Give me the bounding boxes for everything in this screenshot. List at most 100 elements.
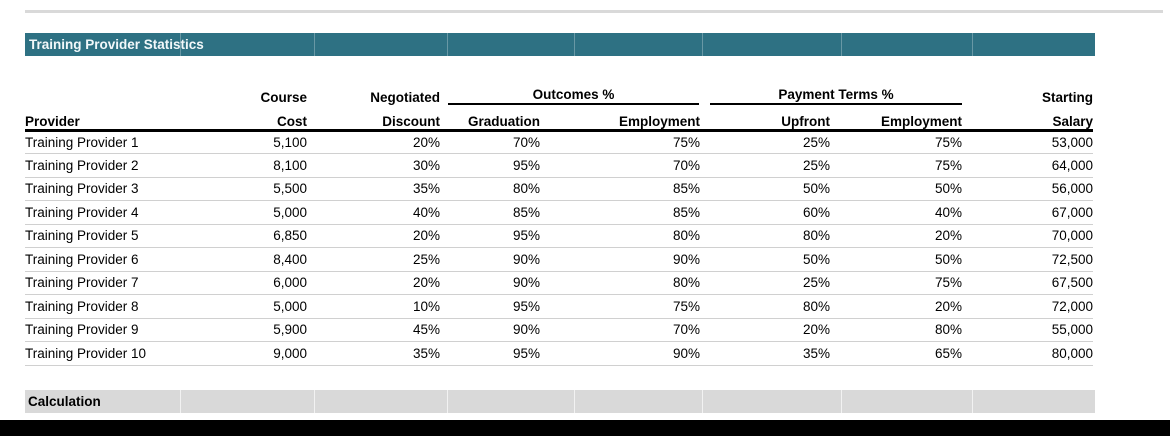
cell-starting-salary[interactable]: 55,000 [962,318,1093,342]
cell-upfront[interactable]: 25% [700,153,830,178]
cell-employment-outcomes[interactable]: 90% [540,247,700,272]
cell-graduation[interactable]: 95% [440,294,540,319]
calculation-bar[interactable]: Calculation [25,390,1095,413]
header-employment-outcomes[interactable]: Employment [540,105,700,132]
cell-provider[interactable]: Training Provider 8 [25,294,205,319]
header-course-line2[interactable]: Cost [205,105,307,132]
cell-employment-payment[interactable]: 75% [830,271,962,295]
cell-negotiated-discount[interactable]: 40% [307,200,440,225]
cell-graduation[interactable]: 90% [440,271,540,295]
cell-negotiated-discount[interactable]: 20% [307,130,440,154]
cell-course-cost[interactable]: 8,400 [205,247,307,272]
cell-graduation[interactable]: 90% [440,318,540,342]
cell-course-cost[interactable]: 5,900 [205,318,307,342]
cell-negotiated-discount[interactable]: 35% [307,177,440,201]
header-group-payment-terms[interactable]: Payment Terms % [700,81,962,105]
header-upfront[interactable]: Upfront [700,105,830,132]
cell-upfront[interactable]: 80% [700,224,830,248]
cell-employment-outcomes[interactable]: 80% [540,224,700,248]
header-group-outcomes[interactable]: Outcomes % [440,81,700,105]
cell-course-cost[interactable]: 9,000 [205,341,307,366]
header-salary-line1[interactable]: Starting [1041,90,1093,105]
cell-upfront[interactable]: 25% [700,130,830,154]
cell-course-cost[interactable]: 5,500 [205,177,307,201]
cell-graduation[interactable]: 70% [440,130,540,154]
cell-upfront[interactable]: 50% [700,247,830,272]
statistics-title-bar[interactable]: Training Provider Statistics [25,33,1095,56]
cell-negotiated-discount[interactable]: 20% [307,271,440,295]
cell-employment-payment[interactable]: 80% [830,318,962,342]
cell-course-cost[interactable]: 5,000 [205,294,307,319]
cell-divider [702,33,703,56]
cell-provider[interactable]: Training Provider 9 [25,318,205,342]
cell-upfront[interactable]: 25% [700,271,830,295]
cell-starting-salary[interactable]: 64,000 [962,153,1093,178]
cell-graduation[interactable]: 95% [440,224,540,248]
cell-employment-outcomes[interactable]: 90% [540,341,700,366]
cell-course-cost[interactable]: 5,000 [205,200,307,225]
cell-employment-payment[interactable]: 50% [830,247,962,272]
cell-negotiated-discount[interactable]: 10% [307,294,440,319]
cell-starting-salary[interactable]: 70,000 [962,224,1093,248]
cell-upfront[interactable]: 80% [700,294,830,319]
cell-graduation[interactable]: 85% [440,200,540,225]
cell-employment-payment[interactable]: 65% [830,341,962,366]
cell-negotiated-discount[interactable]: 30% [307,153,440,178]
cell-employment-payment[interactable]: 50% [830,177,962,201]
cell-provider[interactable]: Training Provider 3 [25,177,205,201]
cell-course-cost[interactable]: 6,000 [205,271,307,295]
table-row: Training Provider 9 5,900 45% 90% 70% 20… [25,318,1093,342]
cell-graduation[interactable]: 95% [440,153,540,178]
cell-course-cost[interactable]: 8,100 [205,153,307,178]
cell-graduation[interactable]: 90% [440,247,540,272]
cell-employment-outcomes[interactable]: 70% [540,318,700,342]
cell-employment-payment[interactable]: 40% [830,200,962,225]
cell-divider [447,390,448,413]
cell-provider[interactable]: Training Provider 2 [25,153,205,178]
cell-employment-outcomes[interactable]: 85% [540,177,700,201]
cell-negotiated-discount[interactable]: 45% [307,318,440,342]
header-employment-payment[interactable]: Employment [830,105,962,132]
cell-upfront[interactable]: 20% [700,318,830,342]
cell-course-cost[interactable]: 5,100 [205,130,307,154]
cell-starting-salary[interactable]: 56,000 [962,177,1093,201]
cell-provider[interactable]: Training Provider 6 [25,247,205,272]
header-provider[interactable]: Provider [25,105,205,132]
cell-negotiated-discount[interactable]: 20% [307,224,440,248]
cell-employment-payment[interactable]: 75% [830,130,962,154]
header-discount-line1[interactable]: Negotiated [370,90,440,105]
header-discount-line2[interactable]: Discount [307,105,440,132]
cell-employment-outcomes[interactable]: 85% [540,200,700,225]
cell-employment-payment[interactable]: 20% [830,224,962,248]
cell-employment-payment[interactable]: 20% [830,294,962,319]
cell-provider[interactable]: Training Provider 5 [25,224,205,248]
header-course-line1[interactable]: Course [260,90,307,105]
cell-starting-salary[interactable]: 72,500 [962,247,1093,272]
cell-provider[interactable]: Training Provider 7 [25,271,205,295]
cell-employment-outcomes[interactable]: 75% [540,294,700,319]
cell-upfront[interactable]: 50% [700,177,830,201]
cell-provider[interactable]: Training Provider 10 [25,341,205,366]
cell-starting-salary[interactable]: 80,000 [962,341,1093,366]
cell-negotiated-discount[interactable]: 25% [307,247,440,272]
cell-starting-salary[interactable]: 53,000 [962,130,1093,154]
cell-employment-outcomes[interactable]: 70% [540,153,700,178]
table-row: Training Provider 2 8,100 30% 95% 70% 25… [25,153,1093,178]
cell-upfront[interactable]: 35% [700,341,830,366]
cell-starting-salary[interactable]: 67,500 [962,271,1093,295]
cell-upfront[interactable]: 60% [700,200,830,225]
cell-employment-payment[interactable]: 75% [830,153,962,178]
header-graduation[interactable]: Graduation [440,105,540,132]
cell-starting-salary[interactable]: 67,000 [962,200,1093,225]
cell-graduation[interactable]: 95% [440,341,540,366]
header-salary-line2[interactable]: Salary [962,105,1093,132]
cell-provider[interactable]: Training Provider 1 [25,130,205,154]
cell-course-cost[interactable]: 6,850 [205,224,307,248]
cell-employment-outcomes[interactable]: 80% [540,271,700,295]
table-row: Training Provider 10 9,000 35% 95% 90% 3… [25,341,1093,366]
cell-starting-salary[interactable]: 72,000 [962,294,1093,319]
cell-provider[interactable]: Training Provider 4 [25,200,205,225]
cell-employment-outcomes[interactable]: 75% [540,130,700,154]
cell-graduation[interactable]: 80% [440,177,540,201]
cell-negotiated-discount[interactable]: 35% [307,341,440,366]
